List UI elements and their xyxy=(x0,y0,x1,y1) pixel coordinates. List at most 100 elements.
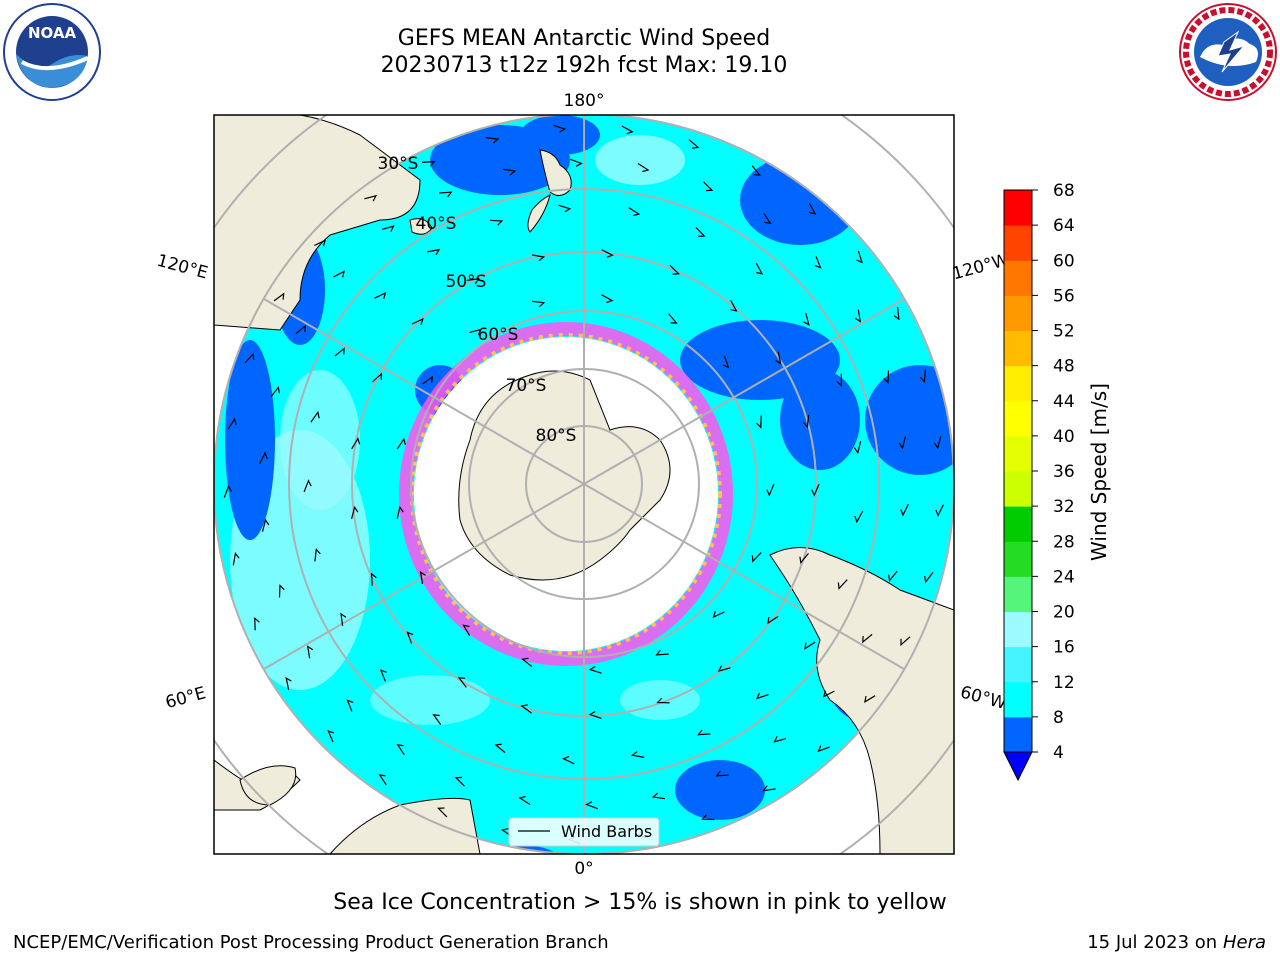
wind-barb xyxy=(396,437,406,450)
wind-barb xyxy=(766,483,775,497)
colorbar-tick-label: 4 xyxy=(1053,743,1064,763)
lat-label-40s: 40°S xyxy=(416,214,457,234)
lat-label-60s: 60°S xyxy=(478,325,519,345)
wind-barb xyxy=(278,584,285,598)
colorbar-tick-label: 36 xyxy=(1053,462,1075,482)
colorbar-tick-label: 16 xyxy=(1053,638,1075,658)
wind-barb xyxy=(703,181,714,192)
wind-barb xyxy=(864,695,876,704)
wind-barbs xyxy=(223,124,944,845)
wind-barb xyxy=(553,124,567,133)
colorbar-tick-label: 44 xyxy=(1053,392,1075,412)
map-title: GEFS MEAN Antarctic Wind Speed xyxy=(397,26,771,51)
wind-barb xyxy=(717,665,731,673)
colorbar-tick-label: 20 xyxy=(1053,603,1075,623)
colorbar-label: Wind Speed [m/s] xyxy=(1087,383,1111,561)
wind-barb xyxy=(854,309,862,323)
caption: Sea Ice Concentration > 15% is shown in … xyxy=(333,890,947,915)
wind-barb xyxy=(630,751,645,758)
wind-barb xyxy=(346,699,354,712)
wind-barb xyxy=(379,669,387,682)
wind-barb xyxy=(811,483,820,497)
wind-barb xyxy=(822,690,835,698)
colorbar-tick-label: 8 xyxy=(1053,708,1064,728)
wind-barb xyxy=(853,440,862,455)
australia-landmass xyxy=(214,115,421,331)
wind-barb xyxy=(900,636,911,647)
wind-barb xyxy=(295,324,306,335)
wind-barb xyxy=(485,137,500,144)
wind-barb xyxy=(799,553,809,565)
colorbar-tick-label: 60 xyxy=(1053,251,1075,271)
colorbar-segment xyxy=(1004,330,1032,367)
lat-label-50s: 50°S xyxy=(446,272,487,292)
colorbar-segment xyxy=(1004,576,1032,612)
wind-barb xyxy=(836,373,843,387)
wind-barb xyxy=(730,300,738,312)
wind-barb xyxy=(804,641,816,650)
wind-barb xyxy=(697,729,711,736)
wind-barb xyxy=(306,645,314,659)
wind-barb xyxy=(303,479,312,493)
colorbar-tick-label: 24 xyxy=(1053,567,1075,587)
wind-barb xyxy=(588,711,602,719)
wind-barb xyxy=(351,505,359,519)
madagascar xyxy=(239,765,297,806)
wind-barb xyxy=(406,631,414,644)
wind-barb xyxy=(775,351,782,365)
footer-date: 15 Jul 2023 on Hera xyxy=(1087,932,1266,953)
wind-barb xyxy=(569,158,583,167)
wind-barb xyxy=(756,692,769,700)
wind-barb xyxy=(531,300,546,308)
colorbar-tick-label: 32 xyxy=(1053,497,1075,517)
wind-barb xyxy=(314,548,321,562)
wind-barb xyxy=(668,313,678,324)
wind-barb xyxy=(457,677,467,688)
wind-barb xyxy=(651,792,666,800)
wind-barb xyxy=(933,436,942,450)
legend-label: Wind Barbs xyxy=(561,822,652,841)
colorbar-segment xyxy=(1004,611,1032,648)
wind-barb xyxy=(520,704,532,714)
colorbar-tick-label: 56 xyxy=(1053,286,1075,306)
wind-barb xyxy=(588,665,602,674)
lon-label-180: 180° xyxy=(564,91,605,111)
wind-barb xyxy=(655,649,669,656)
wind-barb xyxy=(372,372,383,383)
wind-barb xyxy=(900,503,909,517)
colorbar-segment xyxy=(1004,295,1032,331)
lat-label-30s: 30°S xyxy=(378,154,419,174)
map-subtitle: 20230713 t12z 192h fcst Max: 19.10 xyxy=(380,53,788,78)
barb-legend: Wind Barbs xyxy=(508,817,660,847)
wind-barb xyxy=(314,239,327,247)
svg-text:NOAA: NOAA xyxy=(28,24,77,42)
colorbar-tick-label: 40 xyxy=(1053,427,1075,447)
wind-barb xyxy=(227,417,237,430)
colorbar-segment xyxy=(1004,225,1032,261)
wind-barb xyxy=(837,579,848,590)
wind-barb xyxy=(270,385,280,398)
wind-barb xyxy=(893,307,900,321)
wind-barb xyxy=(898,436,907,450)
colorbar-tick-label: 68 xyxy=(1053,181,1075,201)
wind-barb xyxy=(935,504,944,517)
wind-barb xyxy=(469,328,483,336)
new-zealand-south xyxy=(527,194,551,233)
wind-barb xyxy=(751,165,762,176)
wind-barb xyxy=(767,615,779,625)
colorbar-tick-label: 52 xyxy=(1053,322,1075,342)
wind-barb xyxy=(621,125,634,135)
colorbar-segment xyxy=(1004,646,1032,683)
wind-barb xyxy=(628,207,641,217)
wind-barb xyxy=(701,814,715,821)
wind-barb xyxy=(656,697,670,704)
nws-logo xyxy=(1179,3,1277,101)
colorbar-segment xyxy=(1004,471,1032,507)
lat-label-80s: 80°S xyxy=(536,426,577,446)
wind-barb xyxy=(419,570,426,585)
wind-barb xyxy=(688,139,700,149)
wind-barb xyxy=(802,414,810,429)
wind-barb xyxy=(601,294,614,304)
colorbar-segment xyxy=(1004,400,1032,437)
wind-barb xyxy=(333,270,346,278)
